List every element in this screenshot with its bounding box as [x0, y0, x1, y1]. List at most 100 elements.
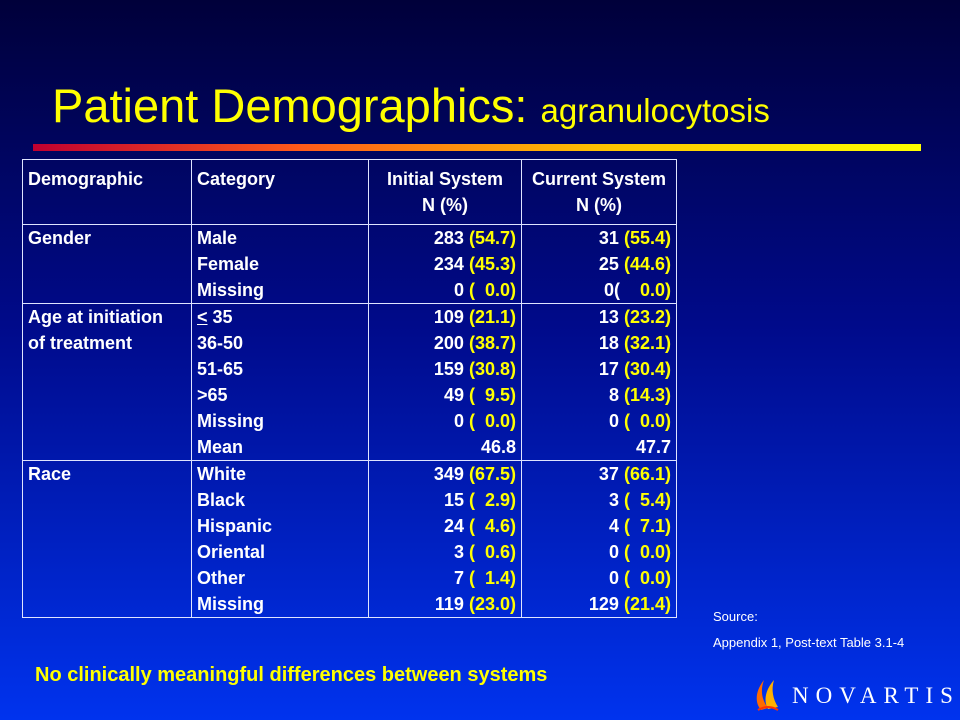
- header-current-system: Current System N (%): [521, 159, 677, 225]
- current-count: 0: [608, 542, 619, 562]
- initial-value: 49 ( 9.5): [374, 382, 516, 408]
- demographic-name: Race: [28, 464, 72, 484]
- current-value: 47.7: [527, 434, 671, 460]
- initial-value: 349 (67.5): [374, 461, 516, 487]
- header-current-line1: Current System: [531, 169, 667, 189]
- current-percent: (21.4): [623, 594, 671, 614]
- category-label: Missing: [197, 280, 265, 300]
- category-label: 51-65: [197, 359, 244, 379]
- current-percent: (14.3): [623, 385, 671, 405]
- current-value: 0 ( 0.0): [527, 565, 671, 591]
- initial-count: 24: [443, 516, 464, 536]
- current-percent: (44.6): [623, 254, 671, 274]
- source-note: Source: Appendix 1, Post-text Table 3.1-…: [713, 604, 904, 656]
- initial-percent: (45.3): [468, 254, 516, 274]
- table-row: Race White Black Hispanic Oriental Other Missi…: [22, 460, 677, 618]
- header-initial-line1: Initial System: [386, 169, 504, 189]
- current-percent: (23.2): [623, 307, 671, 327]
- initial-percent: ( 2.9): [468, 490, 516, 510]
- initial-value: 0 ( 0.0): [374, 277, 516, 303]
- category-label: Male: [197, 228, 238, 248]
- current-value: 37 (66.1): [527, 461, 671, 487]
- initial-value: 15 ( 2.9): [374, 487, 516, 513]
- conclusion-text: No clinically meaningful differences bet…: [35, 664, 548, 686]
- novartis-flame-icon: [756, 680, 779, 711]
- demographic-name: Age at initiation: [28, 307, 163, 327]
- initial-value: 119 (23.0): [374, 591, 516, 617]
- current-count: 0: [608, 411, 619, 431]
- demographic-name: Gender: [28, 228, 92, 248]
- current-count: 18: [598, 333, 619, 353]
- initial-percent: ( 4.6): [468, 516, 516, 536]
- current-percent: (32.1): [623, 333, 671, 353]
- initial-value: 0 ( 0.0): [374, 408, 516, 434]
- current-value: 4 ( 7.1): [527, 513, 671, 539]
- current-value: 17 (30.4): [527, 356, 671, 382]
- category-label: >65: [197, 385, 228, 405]
- current-value: 8 (14.3): [527, 382, 671, 408]
- initial-count: 7: [453, 568, 464, 588]
- current-count: 0: [608, 568, 619, 588]
- initial-count: 109: [433, 307, 464, 327]
- current-count: 8: [608, 385, 619, 405]
- category-label: Hispanic: [197, 516, 273, 536]
- current-count: 47.7: [635, 437, 671, 457]
- current-system-cell: 37 (66.1) 3 ( 5.4) 4 ( 7.1) 0 ( 0.0) 0 ( 0.0…: [521, 460, 677, 618]
- current-percent: 0.0): [624, 280, 671, 300]
- initial-count: 46.8: [480, 437, 516, 457]
- initial-count: 349: [433, 464, 464, 484]
- header-demographic: Demographic: [22, 159, 192, 225]
- current-percent: (66.1): [623, 464, 671, 484]
- initial-percent: ( 1.4): [468, 568, 516, 588]
- source-label: Source:: [713, 609, 758, 624]
- current-value: 3 ( 5.4): [527, 487, 671, 513]
- initial-count: 3: [453, 542, 464, 562]
- current-count: 25: [598, 254, 619, 274]
- initial-count: 15: [443, 490, 464, 510]
- current-percent: (55.4): [623, 228, 671, 248]
- initial-count: 0: [453, 411, 464, 431]
- current-value: 13 (23.2): [527, 304, 671, 330]
- current-percent: ( 0.0): [623, 542, 671, 562]
- slide-title-main: Patient Demographics:: [52, 79, 528, 132]
- initial-percent: (23.0): [468, 594, 516, 614]
- demographics-table: Demographic Category Initial System N (%…: [22, 159, 677, 618]
- initial-count: 234: [433, 254, 464, 274]
- demographic-name: of treatment: [28, 333, 133, 353]
- initial-system-cell: 349 (67.5) 15 ( 2.9) 24 ( 4.6) 3 ( 0.6) 7 ( …: [368, 460, 522, 618]
- initial-percent: (67.5): [468, 464, 516, 484]
- initial-value: 234 (45.3): [374, 251, 516, 277]
- novartis-wordmark: NOVARTIS: [792, 683, 960, 708]
- category-label: Missing: [197, 594, 265, 614]
- initial-percent: (30.8): [468, 359, 516, 379]
- header-initial-line2: N (%): [422, 195, 468, 215]
- current-system-cell: 13 (23.2) 18 (32.1) 17 (30.4) 8 (14.3) 0 ( 0…: [521, 303, 677, 461]
- current-percent: (30.4): [623, 359, 671, 379]
- initial-value: 3 ( 0.6): [374, 539, 516, 565]
- current-value: 0 ( 0.0): [527, 539, 671, 565]
- category-label: Female: [197, 254, 260, 274]
- current-percent: ( 7.1): [623, 516, 671, 536]
- initial-system-cell: 283 (54.7) 234 (45.3) 0 ( 0.0): [368, 224, 522, 304]
- current-count: 13: [598, 307, 619, 327]
- category-label: Oriental: [197, 542, 266, 562]
- current-percent: ( 5.4): [623, 490, 671, 510]
- current-value: 25 (44.6): [527, 251, 671, 277]
- initial-count: 119: [434, 594, 464, 614]
- initial-percent: ( 0.0): [468, 280, 516, 300]
- initial-percent: ( 9.5): [468, 385, 516, 405]
- category-cell: Male Female Missing: [191, 224, 369, 304]
- initial-count: 200: [433, 333, 464, 353]
- header-category: Category: [191, 159, 369, 225]
- category-label: 36-50: [197, 333, 244, 353]
- initial-value: 7 ( 1.4): [374, 565, 516, 591]
- table-row: Gender Male Female Missing 283 (54.7) 234 (45…: [22, 224, 677, 304]
- current-count: 4: [608, 516, 619, 536]
- category-label: Mean: [197, 437, 244, 457]
- initial-percent: (54.7): [468, 228, 516, 248]
- initial-value: 283 (54.7): [374, 225, 516, 251]
- source-text: Appendix 1, Post-text Table 3.1-4: [713, 635, 905, 650]
- category-label: Missing: [197, 411, 265, 431]
- category-label: Black: [197, 490, 246, 510]
- current-count: 0(: [603, 280, 620, 300]
